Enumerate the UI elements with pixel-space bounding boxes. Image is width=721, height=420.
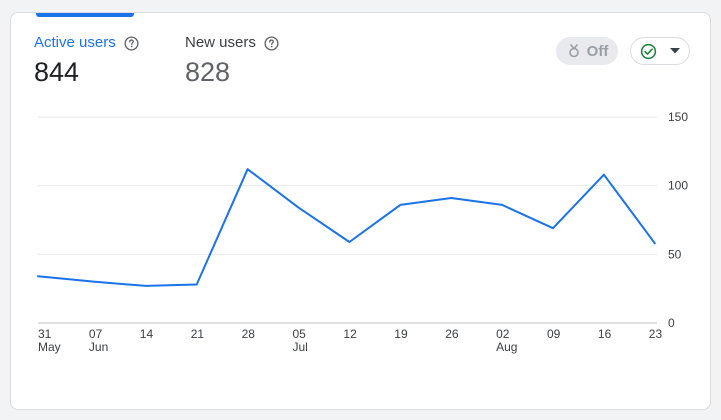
x-tick-label: 09: [547, 327, 561, 341]
x-tick-label: 14: [140, 327, 154, 341]
x-tick-label: 21: [191, 327, 205, 341]
x-tick-label: 19: [394, 327, 408, 341]
y-tick-label: 0: [668, 316, 675, 330]
x-tick-month-label: Jun: [89, 340, 108, 354]
metric-active-users[interactable]: Active users 844: [34, 33, 139, 88]
x-tick-month-label: May: [38, 340, 61, 354]
x-tick-label: 02: [496, 327, 510, 341]
series-line-0: [37, 168, 656, 287]
new-users-value: 828: [185, 57, 231, 87]
x-tick-month-label: Aug: [496, 340, 517, 354]
badge-icon: [568, 43, 579, 58]
help-icon[interactable]: [124, 35, 139, 51]
y-tick-label: 50: [668, 247, 682, 261]
chevron-down-icon: [670, 48, 680, 54]
check-circle-icon: [640, 43, 657, 59]
x-tick-label: 12: [343, 327, 357, 341]
active-users-label: Active users: [34, 34, 116, 51]
metric-label-row: New users: [185, 33, 279, 53]
x-tick-label: 28: [242, 327, 256, 341]
x-tick-label: 16: [598, 327, 612, 341]
x-tick-label: 07: [89, 327, 103, 341]
new-users-label: New users: [185, 34, 256, 51]
y-tick-label: 150: [668, 110, 688, 124]
help-icon[interactable]: [264, 35, 279, 51]
status-dropdown[interactable]: [630, 37, 690, 65]
x-tick-label: 31: [38, 327, 52, 341]
metric-label-row: Active users: [34, 33, 139, 53]
x-tick-label: 23: [649, 327, 663, 341]
metric-new-users[interactable]: New users 828: [185, 33, 279, 88]
x-tick-label: 05: [293, 327, 307, 341]
off-label: Off: [586, 42, 609, 60]
insights-off-button[interactable]: Off: [556, 37, 618, 65]
x-tick-month-label: Jul: [293, 340, 308, 354]
report-card: Active users 844 New users 828 Off: [10, 12, 711, 410]
active-users-value: 844: [34, 57, 80, 87]
active-tab-indicator: [36, 13, 134, 17]
y-tick-label: 100: [668, 179, 688, 193]
x-tick-label: 26: [445, 327, 459, 341]
